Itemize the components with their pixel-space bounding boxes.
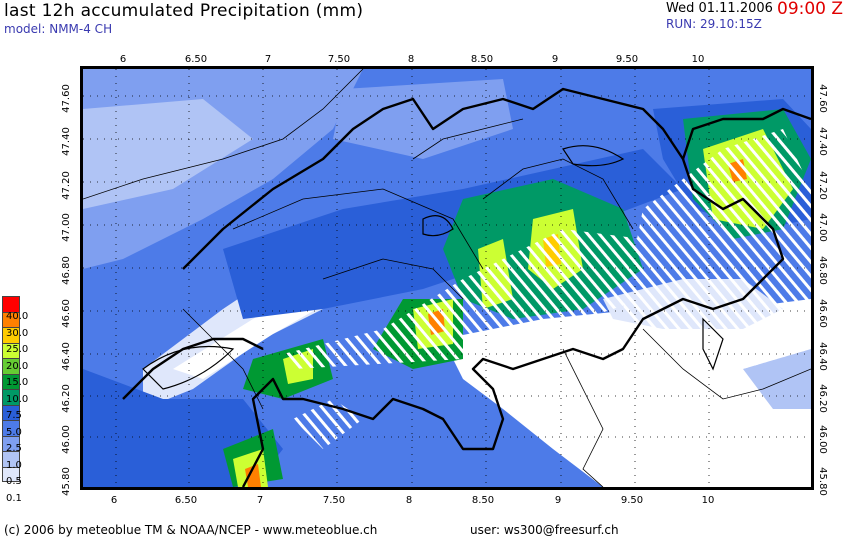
precipitation-map[interactable] [80, 66, 814, 490]
lon-tick-bottom: 9.50 [620, 495, 644, 506]
lat-tick-left: 47.60 [60, 84, 72, 113]
legend-swatch [2, 451, 20, 467]
lat-tick-right: 46.60 [816, 299, 828, 328]
lon-tick-bottom: 6.50 [174, 495, 198, 506]
legend-swatch [2, 327, 20, 343]
lon-tick-bottom: 8 [405, 495, 413, 506]
lon-tick-bottom: 10 [701, 495, 715, 506]
map-title: last 12h accumulated Precipitation (mm) [4, 1, 364, 21]
lat-tick-right: 47.00 [816, 213, 828, 242]
lon-tick-bottom: 6 [110, 495, 118, 506]
lat-tick-left: 46.40 [60, 342, 72, 371]
lon-tick-top: 6.50 [184, 54, 208, 65]
lat-tick-left: 47.40 [60, 127, 72, 156]
lat-tick-right: 45.80 [816, 467, 828, 496]
legend-label: 40.0 [6, 311, 29, 322]
lon-tick-top: 7.50 [327, 54, 351, 65]
lat-tick-right: 46.80 [816, 256, 828, 285]
lon-tick-top: 7 [264, 54, 272, 65]
legend-label: 5.0 [6, 427, 22, 438]
legend-swatch [2, 342, 20, 358]
precipitation-legend [2, 296, 22, 482]
lat-tick-right: 46.40 [816, 342, 828, 371]
forecast-time: 09:00 Z [777, 0, 844, 19]
legend-swatch [2, 358, 20, 374]
lon-tick-bottom: 7.50 [322, 495, 346, 506]
lat-tick-right: 46.20 [816, 384, 828, 413]
lon-tick-top: 8 [407, 54, 415, 65]
lat-tick-right: 47.20 [816, 171, 828, 200]
lat-tick-left: 45.80 [60, 467, 72, 496]
lat-tick-right: 46.00 [816, 425, 828, 454]
legend-swatch [2, 466, 20, 482]
legend-swatch [2, 296, 20, 312]
lon-tick-bottom: 8.50 [471, 495, 495, 506]
lat-tick-left: 47.20 [60, 171, 72, 200]
legend-swatch [2, 420, 20, 436]
legend-swatch [2, 404, 20, 420]
legend-swatch [2, 311, 20, 327]
lat-tick-left: 46.60 [60, 299, 72, 328]
legend-label: 15.0 [6, 377, 29, 388]
legend-label: 1.0 [6, 460, 22, 471]
legend-label: 7.5 [6, 410, 22, 421]
lon-tick-top: 9.50 [615, 54, 639, 65]
lon-tick-bottom: 9 [554, 495, 562, 506]
model-label: model: NMM-4 CH [4, 22, 113, 36]
lat-tick-left: 47.00 [60, 213, 72, 242]
run-label: RUN: 29.10:15Z [666, 17, 762, 31]
user-text: user: ws300@freesurf.ch [470, 523, 619, 537]
legend-label: 25.0 [6, 344, 29, 355]
lat-tick-right: 47.60 [816, 84, 828, 113]
lon-tick-top: 10 [691, 54, 705, 65]
legend-label: 10.0 [6, 394, 29, 405]
legend-label: 2.5 [6, 443, 22, 454]
lon-tick-top: 6 [119, 54, 127, 65]
precipitation-field [83, 69, 811, 487]
lat-tick-left: 46.20 [60, 384, 72, 413]
legend-label: 0.1 [6, 493, 22, 504]
lat-tick-right: 47.40 [816, 127, 828, 156]
forecast-date: Wed 01.11.2006 [666, 1, 773, 16]
copyright-text: (c) 2006 by meteoblue TM & NOAA/NCEP - w… [4, 523, 378, 537]
legend-swatch [2, 373, 20, 389]
legend-label: 20.0 [6, 361, 29, 372]
legend-label: 0.5 [6, 476, 22, 487]
lon-tick-top: 8.50 [470, 54, 494, 65]
lat-tick-left: 46.80 [60, 256, 72, 285]
legend-swatch [2, 389, 20, 405]
lon-tick-bottom: 7 [256, 495, 264, 506]
legend-swatch [2, 435, 20, 451]
lat-tick-left: 46.00 [60, 425, 72, 454]
legend-label: 30.0 [6, 328, 29, 339]
lon-tick-top: 9 [551, 54, 559, 65]
